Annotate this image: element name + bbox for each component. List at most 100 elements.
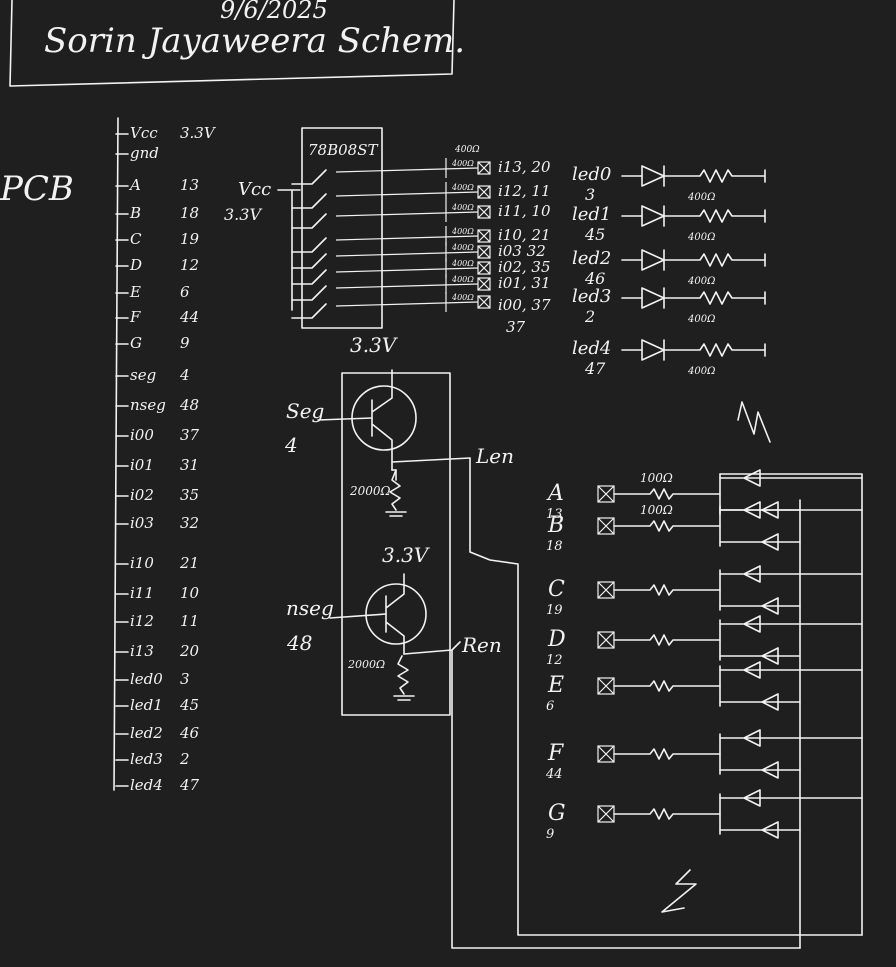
header-pin-name: led2 xyxy=(130,724,163,742)
switch-output-label: i13, 20 xyxy=(498,158,551,176)
transistor-2-output: Ren xyxy=(461,633,502,657)
header-pin-A: A 13 xyxy=(115,176,199,194)
header-pin-number: 4 xyxy=(179,366,190,384)
switch-row-1: 400Ω i12, 11 xyxy=(291,182,551,209)
segment-name: B xyxy=(547,513,564,538)
header-pin-B: B 18 xyxy=(115,204,199,222)
header-pin-number: 6 xyxy=(180,283,190,301)
header-pin-number: 47 xyxy=(179,776,200,794)
header-pin-number: 21 xyxy=(179,554,199,572)
led-diode-icon xyxy=(641,287,665,309)
segment-pin: 18 xyxy=(546,539,563,554)
switch-output-label: i03 32 xyxy=(498,242,546,260)
segment-diode-icon xyxy=(719,661,863,679)
segment-name: E xyxy=(547,673,564,698)
header-pin-gnd: gnd xyxy=(115,144,159,162)
segment-diode-icon xyxy=(719,615,863,633)
led-name: led0 xyxy=(572,164,611,185)
header-pin-name: A xyxy=(128,176,141,194)
led-pin: 45 xyxy=(584,225,605,244)
switch-terminal xyxy=(477,245,491,259)
header-pin-number: 32 xyxy=(180,514,199,532)
header-pin-led4: led4 47 xyxy=(115,776,200,794)
switch-terminal xyxy=(477,295,491,309)
switch-row-4: 400Ω i03 32 xyxy=(291,242,546,269)
led-pin: 46 xyxy=(584,269,605,288)
header-pin-name: i02 xyxy=(130,486,154,504)
switch-output-label: i00, 37 xyxy=(498,296,551,314)
switch-row-2: 400Ω i11, 10 xyxy=(291,202,551,229)
header-pin-i02: i02 35 xyxy=(115,486,199,504)
switch-resistor-label: 400Ω xyxy=(454,145,480,155)
header-pin-number: 11 xyxy=(180,612,199,630)
led-name: led2 xyxy=(572,248,611,269)
chip-label: 78B08ST xyxy=(308,141,378,159)
led-pin: 3 xyxy=(585,185,595,204)
header-pin-nseg: nseg 48 xyxy=(115,396,199,414)
switch-terminal xyxy=(477,205,491,219)
led-resistor-label: 400Ω xyxy=(687,366,715,377)
transistor-2-symbol xyxy=(365,583,427,645)
transistor-1-res: 2000Ω xyxy=(349,484,391,498)
header-pin-name: G xyxy=(130,334,142,352)
segment-G: G9 xyxy=(546,789,863,842)
switch-row-resistor: 400Ω xyxy=(451,203,474,212)
header-pin-name: B xyxy=(129,204,141,222)
switch-output-label: i12, 11 xyxy=(498,182,551,200)
header-pin-name: i11 xyxy=(130,584,154,602)
led-resistor-label: 400Ω xyxy=(687,192,715,203)
vcc-label: Vcc xyxy=(238,179,271,200)
header-pin-seg: seg 4 xyxy=(115,366,190,384)
title-text: Sorin Jayaweera Schem. xyxy=(44,21,465,61)
led-name: led1 xyxy=(572,204,611,225)
header-pin-i10: i10 21 xyxy=(115,554,199,572)
transistor-2-input: nseg xyxy=(286,596,334,620)
led-diode-icon xyxy=(641,165,665,187)
switch-row-resistor: 400Ω xyxy=(451,275,474,284)
transistor-2-rail: 3.3V xyxy=(382,543,431,567)
header-pin-name: i10 xyxy=(130,554,154,572)
transistor-1-output: Len xyxy=(475,444,514,468)
switch-row-resistor: 400Ω xyxy=(451,159,474,168)
segment-diode-icon xyxy=(719,469,863,487)
led-pin: 47 xyxy=(584,359,606,378)
led-name: led4 xyxy=(572,338,611,359)
switch-row-resistor: 400Ω xyxy=(451,293,474,302)
segment-diode-icon xyxy=(719,533,801,551)
header-pin-number: 13 xyxy=(180,176,199,194)
header-pin-name: led4 xyxy=(130,776,163,794)
header-pin-number: 19 xyxy=(180,230,200,248)
header-pin-name: D xyxy=(129,256,142,274)
switch-terminal xyxy=(477,261,491,275)
header-pin-name: gnd xyxy=(130,144,159,162)
switch-row-resistor: 400Ω xyxy=(451,183,474,192)
header-pin-D: D 12 xyxy=(115,256,199,274)
header-pin-number: 3 xyxy=(180,670,190,688)
header-pin-i12: i12 11 xyxy=(115,612,199,630)
header-pin-name: i03 xyxy=(130,514,154,532)
segment-B: B18 100Ω xyxy=(546,501,863,554)
title-date: 9/6/2025 xyxy=(220,0,328,24)
header-pin-number: 3.3V xyxy=(180,124,217,142)
header-pin-number: 46 xyxy=(179,724,200,742)
header-pin-i13: i13 20 xyxy=(115,642,200,660)
segment-name: G xyxy=(548,801,566,826)
switch-block: 78B08ST Vcc 3.3V 400Ω 400Ω i13, 20 400Ω i12,… xyxy=(224,127,551,336)
led-pin: 2 xyxy=(584,307,595,326)
header-pin-name: i13 xyxy=(130,642,154,660)
led-resistor-label: 400Ω xyxy=(687,314,715,325)
header-pin-name: nseg xyxy=(130,396,166,414)
header-pin-number: 10 xyxy=(180,584,200,602)
segment-F: F44 xyxy=(545,729,863,782)
switch-terminal xyxy=(477,185,491,199)
switch-row-7: 400Ω i00, 37 xyxy=(291,292,551,319)
header-pin-C: C 19 xyxy=(115,230,200,248)
header-pin-number: 18 xyxy=(180,204,199,222)
header-pin-name: seg xyxy=(130,366,156,384)
